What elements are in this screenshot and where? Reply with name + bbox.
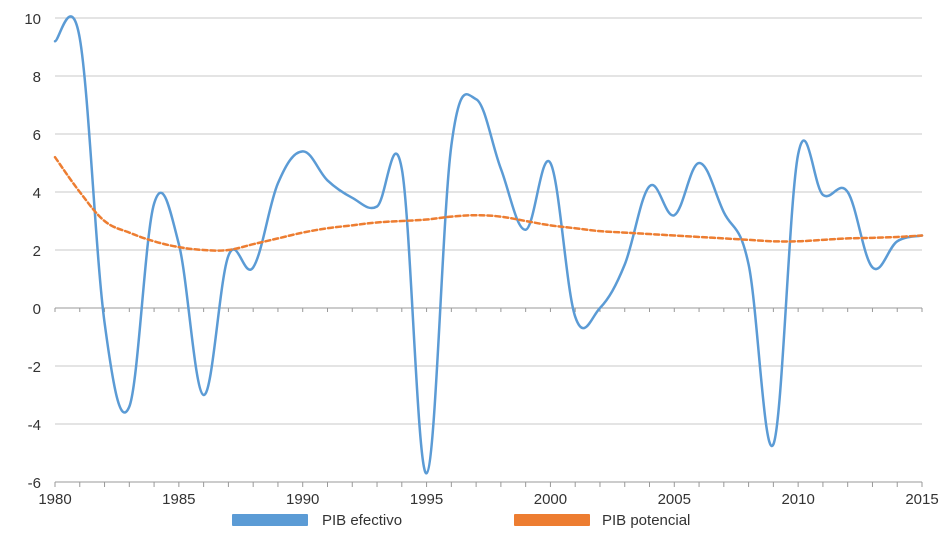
x-tick-label: 1985 (162, 491, 195, 508)
x-tick-label: 2015 (905, 491, 938, 508)
series-lines (53, 15, 924, 475)
series-line-pib-efectivo (53, 15, 924, 475)
x-tick-label: 2005 (658, 491, 691, 508)
x-tick-label: 2000 (534, 491, 567, 508)
y-tick-label: 8 (33, 69, 41, 86)
x-tick-label: 2010 (781, 491, 814, 508)
legend-swatch-pib-potencial (514, 514, 590, 526)
x-tick-label: 1990 (286, 491, 319, 508)
y-tick-label: 10 (24, 11, 41, 28)
y-tick-label: 6 (33, 127, 41, 144)
y-tick-label: -2 (28, 359, 41, 376)
y-tick-label: -4 (28, 417, 41, 434)
grid-lines (55, 17, 922, 483)
legend-label-pib-potencial: PIB potencial (602, 512, 690, 529)
y-tick-label: 2 (33, 243, 41, 260)
legend-label-pib-efectivo: PIB efectivo (322, 512, 402, 529)
x-tick-label: 1980 (38, 491, 71, 508)
x-tick-label: 1995 (410, 491, 443, 508)
legend: PIB efectivo PIB potencial (232, 512, 690, 529)
y-tick-label: 0 (33, 301, 41, 318)
series-line-pib-potencial (53, 155, 924, 252)
y-tick-label: 4 (33, 185, 41, 202)
x-tick-labels: 1980 1985 1990 1995 2000 2005 2010 2015 (38, 491, 938, 508)
legend-swatch-pib-efectivo (232, 514, 308, 526)
y-tick-labels: 10 8 6 4 2 0 -2 -4 -6 (24, 11, 41, 492)
y-tick-label: -6 (28, 475, 41, 492)
axes (54, 307, 923, 487)
